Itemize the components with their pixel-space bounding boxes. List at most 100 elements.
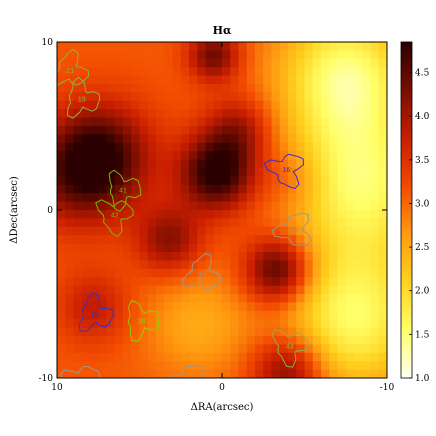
x-tick-label: 10 [51, 383, 63, 393]
heatmap-cell [65, 176, 75, 186]
heatmap-cell [156, 176, 165, 186]
heatmap-cell [189, 159, 198, 169]
heatmap-cell [156, 142, 165, 152]
heatmap-cell [65, 142, 75, 152]
heatmap-cell [106, 92, 116, 102]
region-label-42: 42 [111, 213, 119, 220]
heatmap-cell [189, 344, 198, 354]
heatmap-cell [81, 50, 91, 60]
heatmap-cell [172, 134, 182, 144]
heatmap-cell [123, 344, 132, 354]
heatmap-cell [90, 100, 99, 110]
heatmap-cell [370, 134, 380, 144]
heatmap-cell [337, 294, 347, 303]
heatmap-cell [65, 84, 75, 93]
heatmap-cell [279, 252, 289, 261]
heatmap-cell [279, 159, 289, 169]
heatmap-cell [213, 243, 223, 253]
heatmap-cell [222, 50, 231, 60]
heatmap-cell [90, 210, 99, 219]
heatmap-cell [304, 327, 314, 337]
heatmap-cell [189, 134, 198, 144]
heatmap-cell [345, 310, 355, 320]
heatmap-cell [296, 151, 306, 161]
heatmap-cell [345, 159, 355, 169]
heatmap-cell [189, 218, 198, 228]
heatmap-cell [304, 252, 314, 261]
heatmap-cell [197, 42, 207, 51]
heatmap-cell [271, 336, 281, 345]
heatmap-cell [180, 277, 190, 287]
heatmap-cell [329, 327, 339, 337]
heatmap-cell [271, 117, 281, 127]
heatmap-cell [147, 327, 157, 337]
heatmap-cell [65, 50, 75, 60]
region-outline-20 [59, 365, 101, 378]
heatmap-cell [288, 84, 297, 93]
heatmap-cell [230, 58, 240, 68]
heatmap-cell [180, 142, 190, 152]
region-label-16: 16 [283, 167, 291, 174]
heatmap-cell [304, 218, 314, 228]
heatmap-cell [230, 218, 240, 228]
heatmap-cell [370, 294, 380, 303]
heatmap-cell [123, 184, 132, 194]
heatmap-cell [197, 151, 207, 161]
heatmap-cell [296, 92, 306, 102]
heatmap-cell [81, 210, 91, 219]
heatmap-cell [362, 117, 372, 127]
heatmap-cell [296, 310, 306, 320]
heatmap-cell [205, 151, 215, 161]
heatmap-cell [90, 352, 99, 362]
heatmap-cell [164, 277, 174, 287]
heatmap-cell [106, 109, 116, 119]
heatmap-cell [147, 310, 157, 320]
heatmap-cell [114, 134, 124, 144]
heatmap-cell [354, 159, 363, 169]
heatmap-cell [65, 58, 75, 68]
x-axis-label: ΔRA(arcsec) [191, 402, 254, 413]
heatmap-cell [98, 50, 108, 60]
heatmap-cell [114, 176, 124, 186]
heatmap-cell [230, 235, 240, 245]
heatmap-cell [370, 361, 380, 371]
heatmap-cell [114, 92, 124, 102]
heatmap-cell [147, 226, 157, 236]
heatmap-cell [288, 109, 297, 119]
heatmap-cell [271, 369, 281, 378]
heatmap-cell [98, 100, 108, 110]
heatmap-cell [197, 184, 207, 194]
heatmap-cell [90, 50, 99, 60]
heatmap-cell [90, 302, 99, 312]
heatmap-cell [123, 352, 132, 362]
heatmap-cell [321, 319, 330, 329]
heatmap-cell [147, 210, 157, 219]
heatmap-cell [205, 268, 215, 278]
heatmap-cell [312, 134, 322, 144]
heatmap-cell [370, 117, 380, 127]
heatmap-cell [255, 277, 264, 287]
heatmap-cell [288, 226, 297, 236]
heatmap-cell [222, 67, 231, 77]
heatmap-cell [222, 302, 231, 312]
heatmap-cell [378, 176, 387, 186]
heatmap-cell [81, 252, 91, 261]
heatmap-cell [362, 159, 372, 169]
heatmap-cell [312, 168, 322, 177]
heatmap-cell [90, 193, 99, 203]
heatmap-cell [304, 100, 314, 110]
heatmap-cell [197, 302, 207, 312]
heatmap-cell [189, 336, 198, 345]
heatmap-cell [139, 134, 149, 144]
heatmap-cell [255, 126, 264, 135]
heatmap-cell [114, 369, 124, 378]
heatmap-cell [98, 277, 108, 287]
heatmap-cell [73, 67, 83, 77]
heatmap-cell [172, 100, 182, 110]
heatmap-cell [156, 58, 165, 68]
heatmap-cell [279, 151, 289, 161]
heatmap-cell [255, 210, 264, 219]
heatmap-cell [296, 302, 306, 312]
heatmap-cell [329, 252, 339, 261]
heatmap-cell [296, 218, 306, 228]
